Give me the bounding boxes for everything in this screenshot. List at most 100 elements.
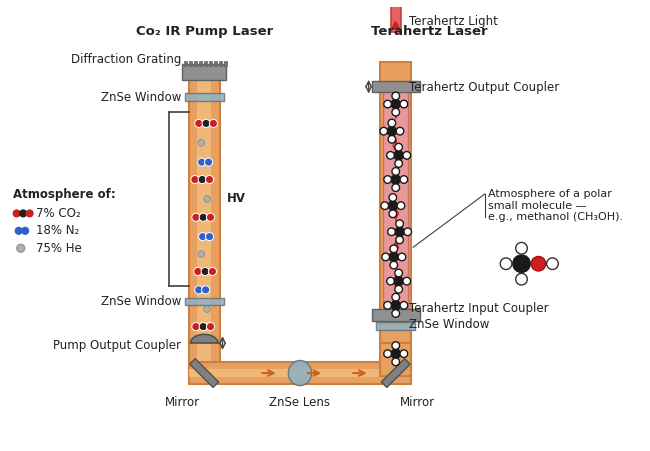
Circle shape bbox=[21, 227, 29, 235]
Bar bbox=[182, 64, 226, 80]
Bar bbox=[209, 60, 212, 66]
Text: Atmosphere of a polar
small molecule —
e.g., methanol (CH₃OH).: Atmosphere of a polar small molecule — e… bbox=[488, 189, 623, 222]
Circle shape bbox=[396, 220, 404, 227]
Circle shape bbox=[382, 253, 389, 261]
Bar bbox=[219, 60, 222, 66]
Circle shape bbox=[513, 255, 530, 272]
Circle shape bbox=[392, 92, 400, 100]
Circle shape bbox=[392, 168, 400, 175]
Circle shape bbox=[387, 127, 396, 136]
Text: Co₂ IR Pump Laser: Co₂ IR Pump Laser bbox=[136, 25, 273, 38]
Circle shape bbox=[387, 277, 395, 285]
Circle shape bbox=[390, 261, 398, 269]
Circle shape bbox=[192, 322, 200, 331]
Bar bbox=[188, 369, 411, 377]
Bar bbox=[214, 60, 217, 66]
Bar bbox=[189, 60, 192, 66]
Circle shape bbox=[392, 358, 400, 366]
Circle shape bbox=[392, 342, 400, 350]
Text: HV: HV bbox=[226, 193, 246, 205]
Bar bbox=[391, 0, 400, 32]
Bar bbox=[204, 60, 207, 66]
Text: ZnSe Window: ZnSe Window bbox=[101, 91, 181, 104]
Circle shape bbox=[398, 253, 406, 261]
Circle shape bbox=[198, 251, 205, 257]
Circle shape bbox=[384, 176, 391, 184]
Text: Atmosphere of:: Atmosphere of: bbox=[12, 188, 115, 201]
Bar bbox=[372, 81, 420, 92]
Circle shape bbox=[389, 194, 396, 201]
Circle shape bbox=[17, 244, 25, 252]
Bar bbox=[194, 60, 197, 66]
Circle shape bbox=[395, 285, 402, 293]
Text: Pump Output Coupler: Pump Output Coupler bbox=[53, 340, 181, 353]
Bar bbox=[188, 341, 220, 378]
Bar bbox=[188, 67, 220, 341]
Circle shape bbox=[387, 228, 395, 235]
Bar bbox=[199, 60, 202, 66]
Circle shape bbox=[395, 227, 404, 236]
Circle shape bbox=[392, 184, 400, 192]
Text: Diffraction Grating: Diffraction Grating bbox=[71, 53, 181, 66]
Circle shape bbox=[395, 143, 402, 151]
Circle shape bbox=[390, 245, 398, 253]
Circle shape bbox=[392, 310, 400, 317]
Circle shape bbox=[12, 209, 21, 217]
Circle shape bbox=[204, 196, 211, 202]
Circle shape bbox=[207, 213, 215, 221]
Circle shape bbox=[547, 258, 558, 270]
Circle shape bbox=[391, 99, 400, 109]
Circle shape bbox=[500, 258, 512, 270]
Circle shape bbox=[209, 120, 218, 128]
Circle shape bbox=[384, 302, 391, 309]
Circle shape bbox=[388, 201, 398, 210]
Circle shape bbox=[199, 322, 207, 331]
Circle shape bbox=[204, 306, 211, 313]
Polygon shape bbox=[185, 93, 224, 101]
Circle shape bbox=[207, 322, 215, 331]
Circle shape bbox=[404, 228, 411, 235]
Circle shape bbox=[515, 273, 527, 285]
Circle shape bbox=[394, 276, 403, 286]
Bar bbox=[198, 341, 211, 378]
Circle shape bbox=[389, 252, 398, 262]
Text: Terahertz Input Coupler: Terahertz Input Coupler bbox=[410, 302, 549, 315]
Text: ZnSe Lens: ZnSe Lens bbox=[270, 396, 330, 409]
Circle shape bbox=[202, 286, 210, 294]
Circle shape bbox=[195, 286, 203, 294]
Circle shape bbox=[384, 100, 391, 108]
Polygon shape bbox=[376, 322, 415, 330]
Circle shape bbox=[392, 294, 400, 301]
Circle shape bbox=[25, 209, 34, 217]
Circle shape bbox=[209, 267, 216, 276]
Circle shape bbox=[531, 257, 546, 271]
Polygon shape bbox=[190, 359, 218, 387]
Polygon shape bbox=[289, 360, 311, 386]
Bar bbox=[198, 67, 211, 341]
Text: Terahertz Laser: Terahertz Laser bbox=[371, 25, 488, 38]
Circle shape bbox=[191, 175, 199, 184]
Circle shape bbox=[14, 227, 23, 235]
Circle shape bbox=[391, 349, 400, 359]
Circle shape bbox=[205, 158, 213, 166]
Circle shape bbox=[198, 175, 206, 184]
Circle shape bbox=[201, 267, 209, 276]
Circle shape bbox=[19, 209, 27, 217]
Bar bbox=[188, 363, 411, 384]
Circle shape bbox=[392, 108, 400, 116]
Text: 75% He: 75% He bbox=[36, 242, 82, 255]
Circle shape bbox=[400, 302, 408, 309]
Circle shape bbox=[389, 210, 396, 217]
Circle shape bbox=[192, 213, 200, 221]
Circle shape bbox=[202, 120, 210, 128]
Circle shape bbox=[391, 301, 400, 310]
Circle shape bbox=[400, 176, 408, 184]
Text: Mirror: Mirror bbox=[400, 396, 435, 409]
Circle shape bbox=[198, 139, 205, 146]
Bar bbox=[372, 309, 420, 321]
Text: Terahertz Output Coupler: Terahertz Output Coupler bbox=[410, 81, 560, 94]
Circle shape bbox=[205, 175, 214, 184]
Circle shape bbox=[388, 135, 396, 143]
Circle shape bbox=[396, 236, 404, 244]
Circle shape bbox=[515, 243, 527, 254]
